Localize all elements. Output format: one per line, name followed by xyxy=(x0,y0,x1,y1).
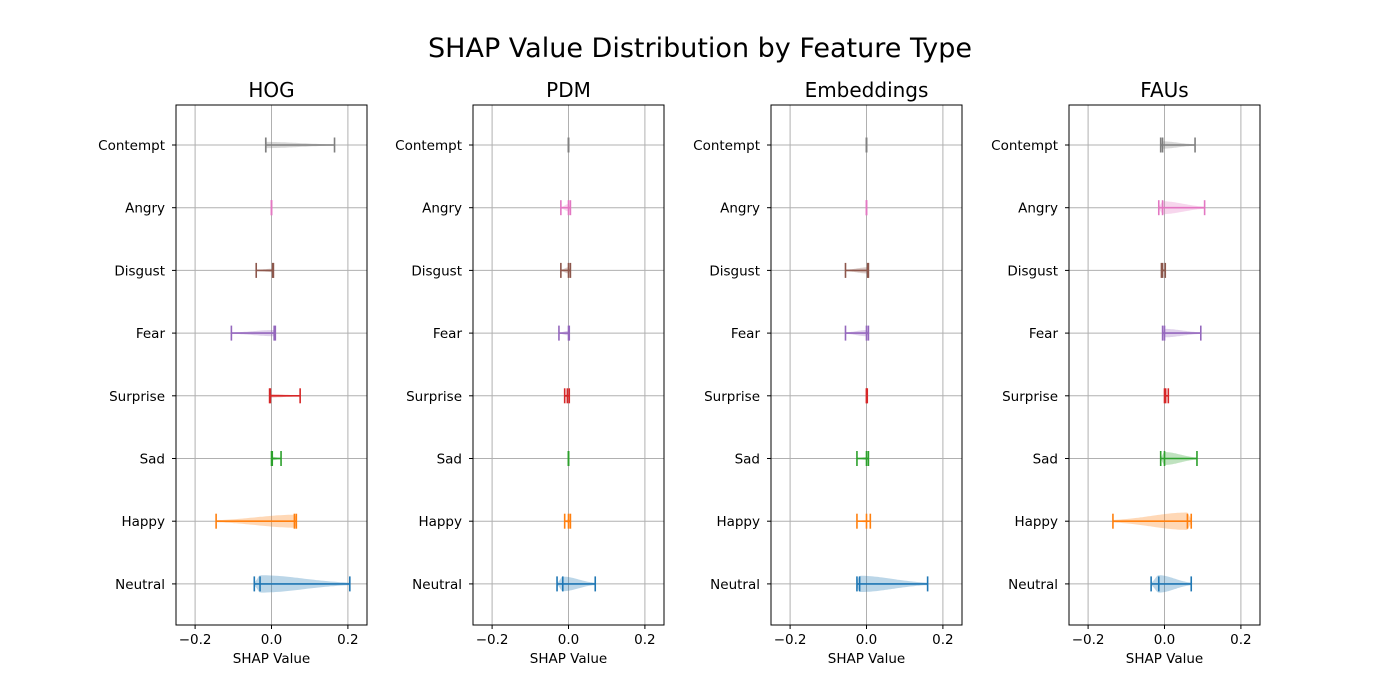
y-tick-label-happy: Happy xyxy=(418,514,462,530)
y-tick-label-disgust: Disgust xyxy=(709,263,760,279)
figure-title: SHAP Value Distribution by Feature Type xyxy=(428,33,972,64)
violin-sad xyxy=(270,451,282,466)
y-tick-label-disgust: Disgust xyxy=(1007,263,1058,279)
y-tick-label-sad: Sad xyxy=(140,452,165,468)
x-tick-label: 0.0 xyxy=(261,632,282,648)
y-tick-label-fear: Fear xyxy=(136,326,166,342)
y-tick-label-happy: Happy xyxy=(1014,514,1058,530)
x-axis-label: SHAP Value xyxy=(828,651,905,667)
y-tick-label-fear: Fear xyxy=(731,326,761,342)
y-tick-label-happy: Happy xyxy=(121,514,165,530)
violin-surprise xyxy=(563,388,571,404)
violin-disgust xyxy=(844,262,870,278)
violin-fear xyxy=(230,325,277,341)
violin-disgust xyxy=(560,262,572,278)
panels: Neutral Happy Sad Surprise Fear Disgust Angry C… xyxy=(98,78,1261,667)
panel-title: PDM xyxy=(546,78,591,102)
violin-happy xyxy=(1112,512,1193,530)
y-tick-label-neutral: Neutral xyxy=(115,577,165,593)
x-axis-label: SHAP Value xyxy=(530,651,607,667)
y-tick-label-sad: Sad xyxy=(1033,452,1058,468)
panel-faus: Neutral Happy Sad Surprise Fear Disgust Angry C… xyxy=(991,78,1261,667)
panel-title: FAUs xyxy=(1140,78,1188,102)
y-tick-label-neutral: Neutral xyxy=(710,577,760,593)
x-tick-label: −0.2 xyxy=(774,632,807,648)
violin-disgust xyxy=(255,262,275,278)
y-tick-label-angry: Angry xyxy=(125,201,165,217)
x-axis-label: SHAP Value xyxy=(233,651,310,667)
panel-title: HOG xyxy=(248,78,294,102)
violin-fear xyxy=(844,325,870,341)
panel-embeddings: Neutral Happy Sad Surprise Fear Disgust Angry C… xyxy=(693,78,963,667)
violin-surprise xyxy=(1163,388,1170,404)
y-tick-label-disgust: Disgust xyxy=(114,263,165,279)
y-tick-label-angry: Angry xyxy=(422,201,462,217)
violin-angry xyxy=(560,200,572,216)
x-tick-label: 0.0 xyxy=(558,632,579,648)
violin-neutral xyxy=(856,575,929,592)
panel-title: Embeddings xyxy=(805,78,929,102)
x-axis-label: SHAP Value xyxy=(1126,651,1203,667)
panel-pdm: Neutral Happy Sad Surprise Fear Disgust Angry C… xyxy=(395,78,665,667)
y-tick-label-neutral: Neutral xyxy=(412,577,462,593)
x-tick-label: 0.0 xyxy=(856,632,877,648)
y-tick-label-surprise: Surprise xyxy=(704,389,760,405)
violin-surprise xyxy=(268,388,301,404)
panel-hog: Neutral Happy Sad Surprise Fear Disgust Angry C… xyxy=(98,78,368,667)
violin-happy xyxy=(215,513,298,529)
violin-fear xyxy=(1161,325,1202,341)
violin-neutral xyxy=(1150,575,1193,593)
y-tick-label-disgust: Disgust xyxy=(411,263,462,279)
violin-neutral xyxy=(253,575,351,593)
y-tick-label-angry: Angry xyxy=(1018,201,1058,217)
x-tick-label: 0.2 xyxy=(634,632,655,648)
y-tick-label-fear: Fear xyxy=(1029,326,1059,342)
y-tick-label-fear: Fear xyxy=(433,326,463,342)
y-tick-label-happy: Happy xyxy=(716,514,760,530)
x-tick-label: −0.2 xyxy=(179,632,212,648)
y-tick-label-surprise: Surprise xyxy=(1002,389,1058,405)
y-tick-label-contempt: Contempt xyxy=(395,138,462,154)
x-tick-label: 0.2 xyxy=(932,632,953,648)
y-tick-label-surprise: Surprise xyxy=(406,389,462,405)
violin-contempt xyxy=(1159,137,1196,153)
violin-neutral xyxy=(556,576,597,592)
violin-angry xyxy=(1157,200,1206,216)
violin-happy xyxy=(856,513,872,529)
violin-sad xyxy=(856,451,870,466)
x-tick-label: 0.2 xyxy=(1230,632,1251,648)
y-tick-label-surprise: Surprise xyxy=(109,389,165,405)
y-tick-label-angry: Angry xyxy=(720,201,760,217)
violin-contempt xyxy=(264,137,336,153)
y-tick-label-contempt: Contempt xyxy=(693,138,760,154)
y-tick-label-sad: Sad xyxy=(735,452,760,468)
violin-surprise xyxy=(865,388,869,404)
x-tick-label: −0.2 xyxy=(1072,632,1105,648)
violin-sad xyxy=(1159,451,1198,466)
y-tick-label-sad: Sad xyxy=(437,452,462,468)
violin-happy xyxy=(563,513,572,529)
y-tick-label-contempt: Contempt xyxy=(991,138,1058,154)
x-tick-label: 0.2 xyxy=(337,632,358,648)
x-tick-label: 0.0 xyxy=(1154,632,1175,648)
violin-fear xyxy=(558,325,571,341)
violin-disgust xyxy=(1160,262,1167,278)
y-tick-label-contempt: Contempt xyxy=(98,138,165,154)
y-tick-label-neutral: Neutral xyxy=(1008,577,1058,593)
x-tick-label: −0.2 xyxy=(476,632,509,648)
